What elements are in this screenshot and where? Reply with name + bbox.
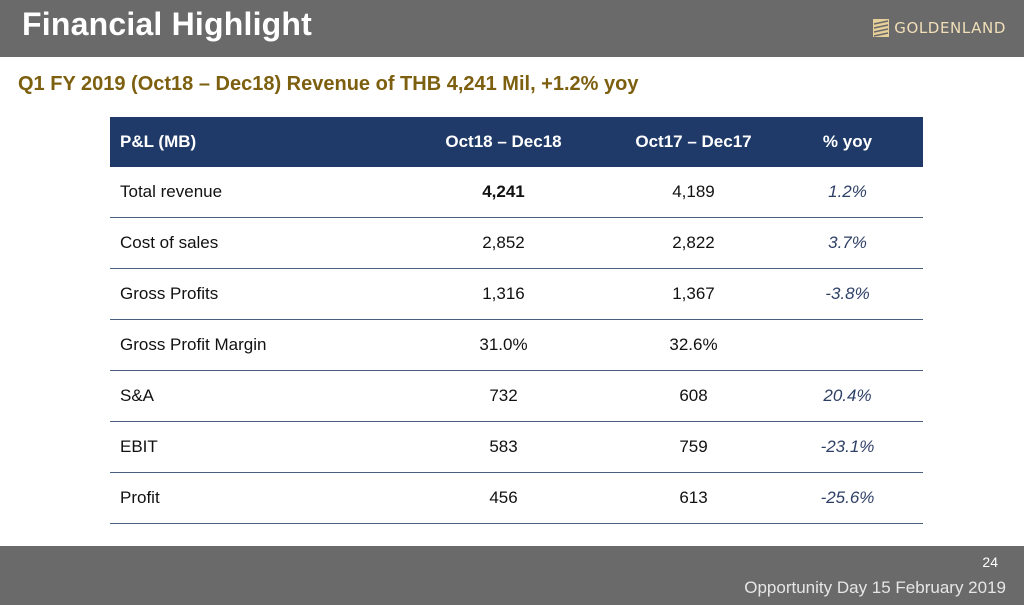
- table-row: Gross Profits 1,316 1,367 -3.8%: [110, 268, 923, 320]
- subtitle: Q1 FY 2019 (Oct18 – Dec18) Revenue of TH…: [18, 73, 639, 95]
- current-value: 2,852: [392, 217, 615, 269]
- brand-logo: GOLDENLAND: [873, 17, 1006, 39]
- yoy-value: 1.2%: [772, 167, 923, 218]
- previous-value: 608: [615, 370, 772, 422]
- current-value: 1,316: [392, 268, 615, 320]
- yoy-value: -3.8%: [772, 268, 923, 320]
- row-label: EBIT: [110, 421, 392, 473]
- yoy-value: 20.4%: [772, 370, 923, 422]
- current-value: 583: [392, 421, 615, 473]
- current-value: 31.0%: [392, 319, 615, 371]
- row-label: Cost of sales: [110, 217, 392, 269]
- goldenland-logo-icon: [873, 19, 890, 37]
- footer-event: Opportunity Day 15 February 2019: [744, 578, 1006, 597]
- table-row: S&A 732 608 20.4%: [110, 370, 923, 422]
- table-row: Gross Profit Margin 31.0% 32.6%: [110, 319, 923, 371]
- table-row: Cost of sales 2,852 2,822 3.7%: [110, 217, 923, 269]
- previous-value: 759: [615, 421, 772, 473]
- page-title: Financial Highlight: [22, 6, 313, 42]
- previous-value: 613: [615, 472, 772, 524]
- row-label: Total revenue: [110, 167, 392, 218]
- column-header: Oct18 – Dec18: [392, 117, 615, 167]
- row-label: S&A: [110, 370, 392, 422]
- table-row: Profit 456 613 -25.6%: [110, 472, 923, 524]
- current-value: 4,241: [392, 167, 615, 218]
- row-label: Profit: [110, 472, 392, 524]
- yoy-value: -23.1%: [772, 421, 923, 473]
- previous-value: 32.6%: [615, 319, 772, 371]
- pl-table: P&L (MB) Oct18 – Dec18 Oct17 – Dec17 % y…: [110, 117, 923, 524]
- page-number: 24: [982, 554, 998, 570]
- yoy-value: [772, 319, 923, 371]
- column-header: % yoy: [772, 117, 923, 167]
- logo-text: GOLDENLAND: [894, 19, 1006, 37]
- previous-value: 1,367: [615, 268, 772, 320]
- current-value: 456: [392, 472, 615, 524]
- column-header: Oct17 – Dec17: [615, 117, 772, 167]
- row-label: Gross Profits: [110, 268, 392, 320]
- row-label: Gross Profit Margin: [110, 319, 392, 371]
- yoy-value: 3.7%: [772, 217, 923, 269]
- previous-value: 4,189: [615, 167, 772, 218]
- footer-bar: [0, 546, 1024, 605]
- previous-value: 2,822: [615, 217, 772, 269]
- table-row: EBIT 583 759 -23.1%: [110, 421, 923, 473]
- current-value: 732: [392, 370, 615, 422]
- column-header: P&L (MB): [110, 117, 392, 167]
- table-header-row: P&L (MB) Oct18 – Dec18 Oct17 – Dec17 % y…: [110, 117, 923, 167]
- table-row: Total revenue 4,241 4,189 1.2%: [110, 167, 923, 218]
- yoy-value: -25.6%: [772, 472, 923, 524]
- title-bar: Financial Highlight GOLDENLAND: [0, 0, 1024, 57]
